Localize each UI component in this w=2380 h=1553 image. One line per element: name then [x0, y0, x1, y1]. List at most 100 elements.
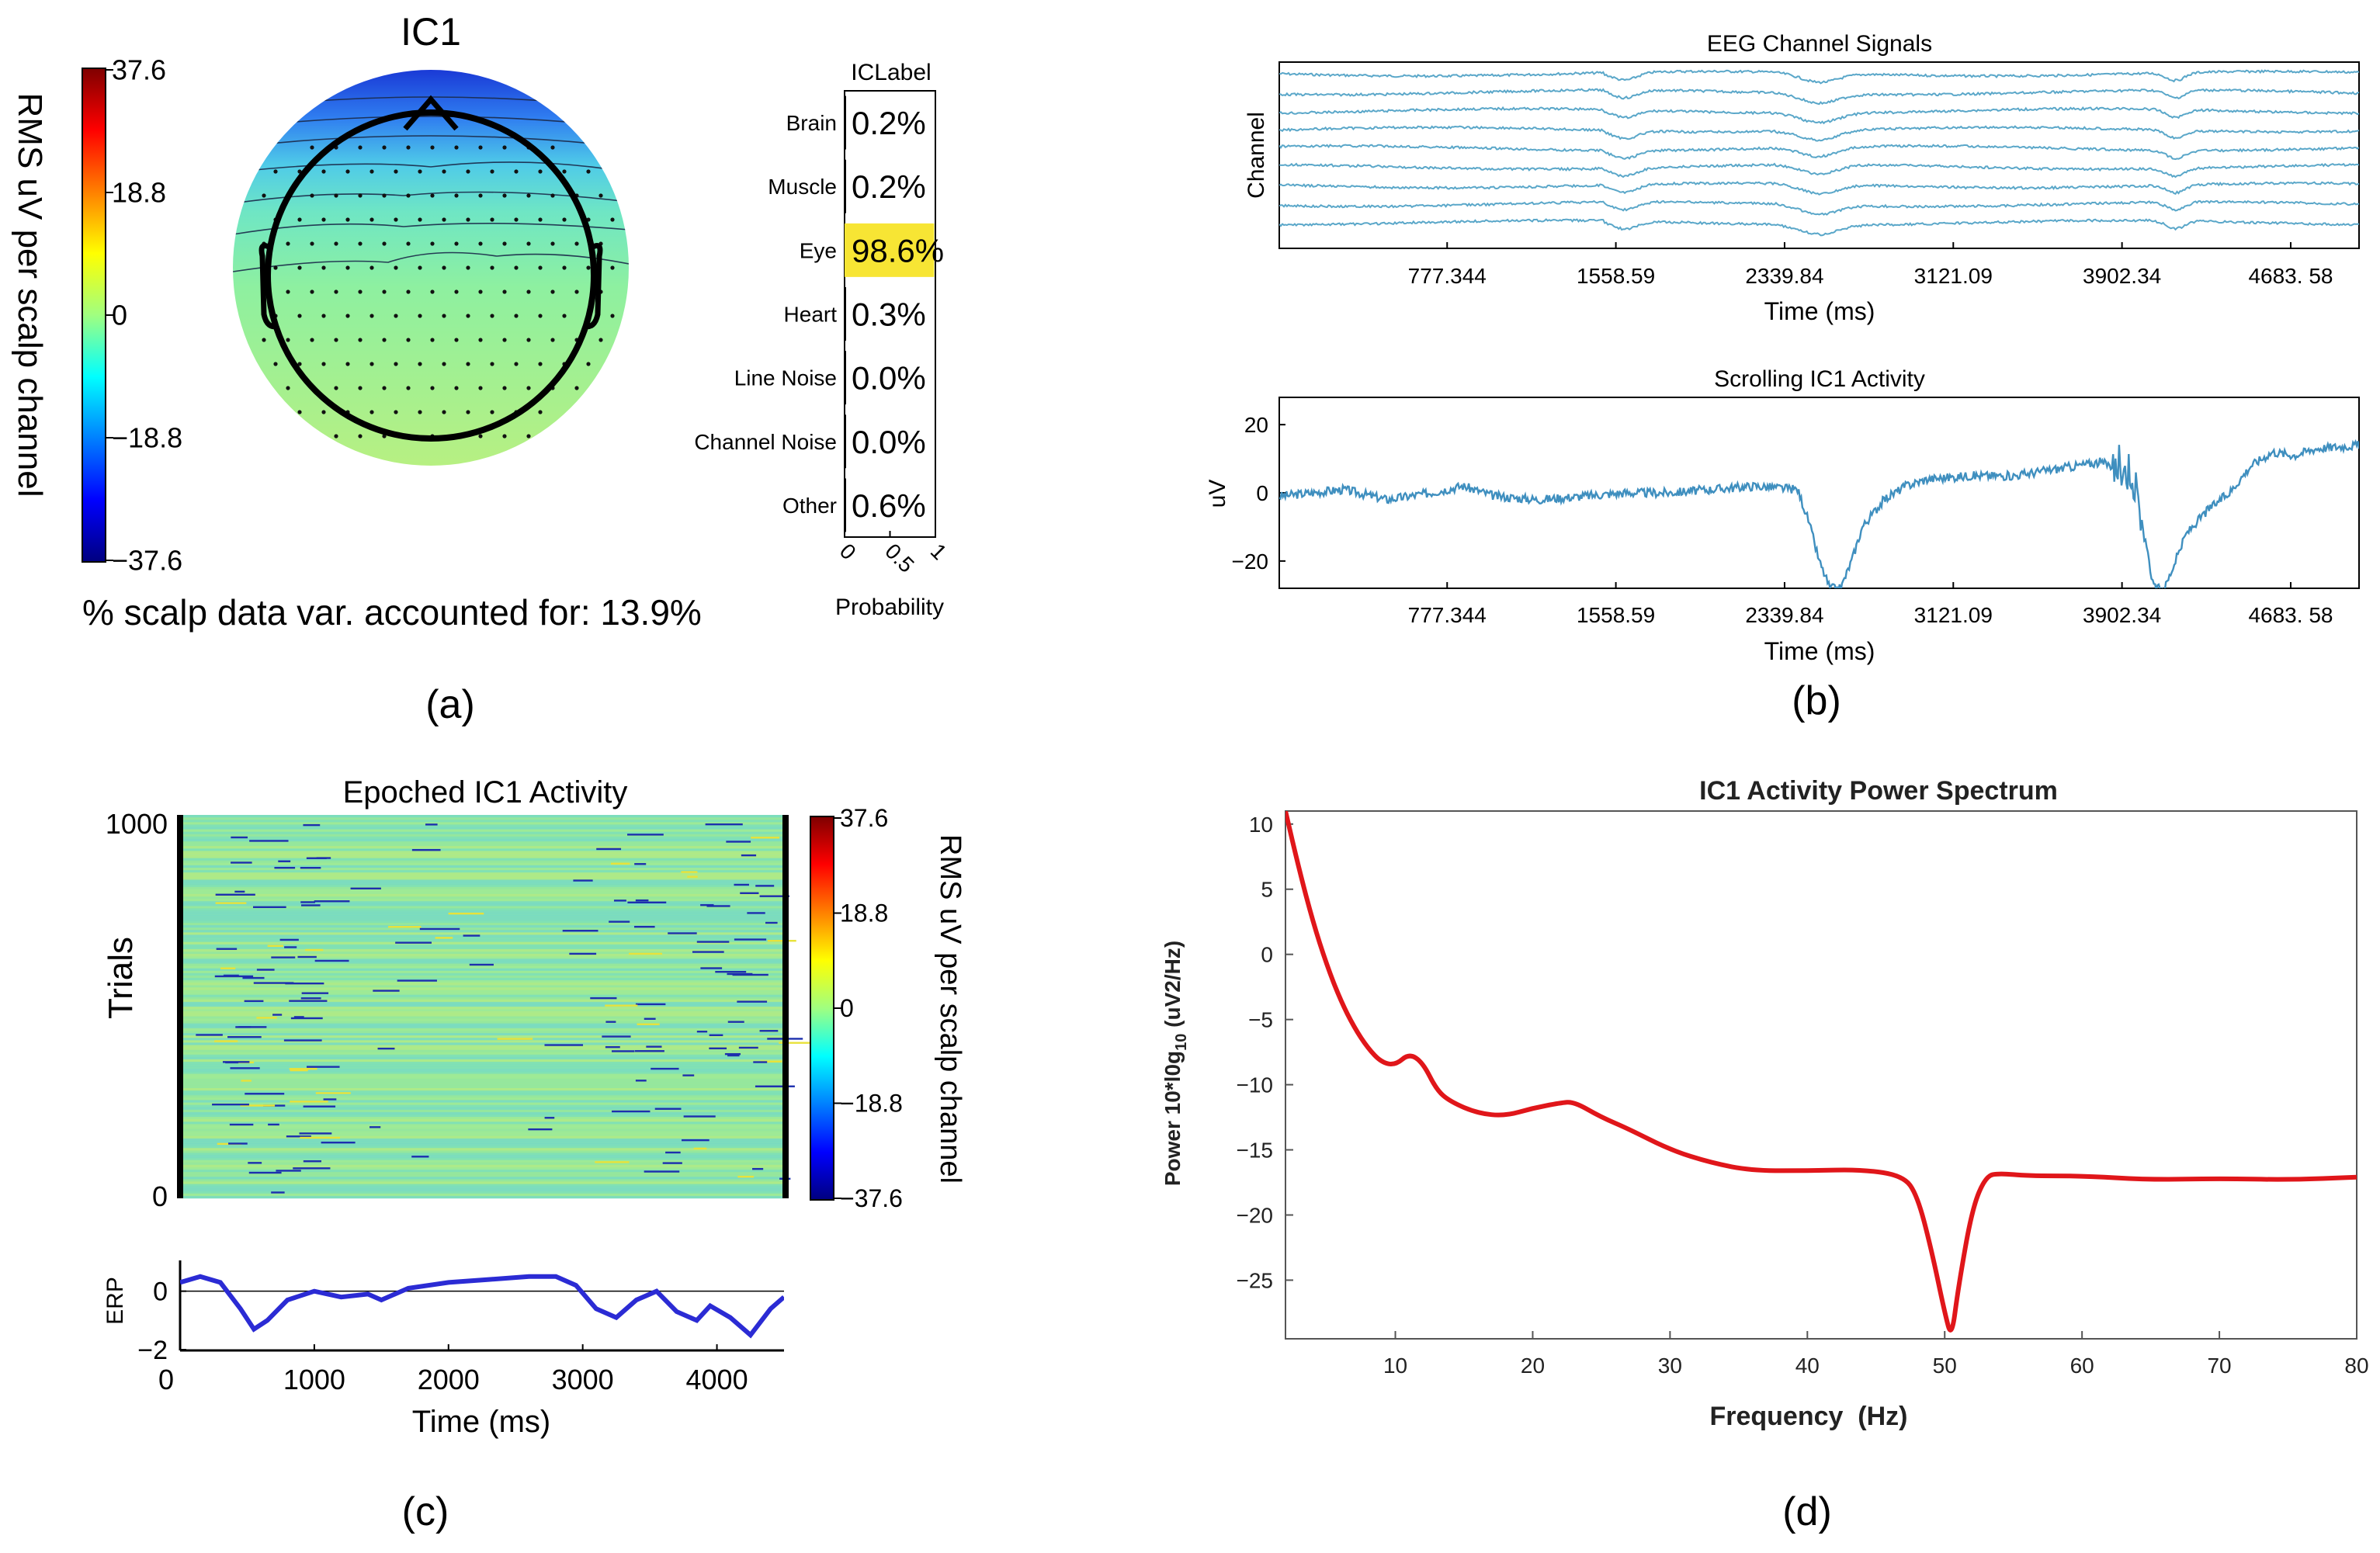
trial-band	[183, 961, 782, 964]
trial-band	[183, 980, 782, 983]
trial-band	[183, 956, 782, 959]
electrode-dot	[478, 386, 483, 390]
electrode-dot	[273, 362, 278, 366]
trial-streak	[256, 969, 275, 971]
electrode-dot	[345, 217, 350, 222]
electrode-dot	[574, 289, 579, 294]
electrode-dot	[466, 362, 470, 366]
trial-streak	[323, 1098, 337, 1101]
trial-band	[183, 1056, 782, 1060]
panel-label-c: (c)	[402, 1489, 449, 1534]
trial-streak	[215, 893, 255, 896]
trial-band	[183, 901, 782, 904]
trial-streak	[665, 1151, 681, 1154]
electrode-dot	[321, 265, 326, 270]
erpimage-colorbar	[810, 816, 834, 1201]
trial-band	[183, 1124, 782, 1127]
trial-streak	[256, 1017, 277, 1019]
electrode-dot	[418, 265, 422, 270]
trial-band	[183, 1059, 782, 1062]
trial-band	[183, 1030, 782, 1034]
trial-streak	[544, 1044, 584, 1046]
electrode-dot	[310, 289, 314, 294]
electrode-dot	[550, 145, 555, 150]
x-tick-label: 20	[1521, 1354, 1545, 1378]
trial-band	[183, 1107, 782, 1111]
trial-band	[183, 1047, 782, 1050]
electrode-dot	[310, 241, 314, 246]
electrode-dot	[502, 338, 507, 342]
trial-streak	[300, 997, 321, 1000]
trial-band	[183, 977, 782, 981]
trial-streak	[425, 823, 438, 826]
electrode-dot	[369, 169, 374, 174]
iclabel-category: Channel Noise	[694, 430, 837, 454]
trial-streak	[700, 903, 714, 906]
trial-band	[183, 1172, 782, 1175]
trial-streak	[316, 857, 331, 859]
electrode-dot	[369, 410, 374, 414]
trial-streak	[612, 1110, 651, 1113]
trial-band	[183, 1162, 782, 1166]
trial-streak	[448, 912, 484, 915]
trial-band	[183, 1177, 782, 1180]
x-tick-label: 50	[1933, 1354, 1957, 1378]
trial-streak	[227, 1035, 262, 1038]
trial-streak	[734, 883, 749, 886]
trial-streak	[397, 979, 437, 982]
electrode-dot	[586, 169, 591, 174]
trial-band	[183, 922, 782, 926]
trial-streak	[544, 1117, 555, 1119]
electrode-dot	[430, 241, 435, 246]
electrode-dot	[369, 362, 374, 366]
trial-band	[183, 1195, 782, 1199]
electrode-dot	[526, 241, 531, 246]
iclabel-category: Eye	[800, 238, 837, 262]
erpimage-title: Epoched IC1 Activity	[343, 775, 628, 809]
electrode-dot	[430, 193, 435, 198]
erpimage-colorbar-label: RMS uV per scalp channel	[934, 834, 966, 1184]
electrode-dot	[490, 314, 494, 318]
topo-caption: % scalp data var. accounted for: 13.9%	[82, 592, 702, 633]
trial-band	[183, 1128, 782, 1132]
trial-band	[183, 1148, 782, 1151]
electrode-dot	[442, 410, 446, 414]
trial-streak	[696, 1031, 708, 1033]
y-tick-label: 10	[1249, 813, 1273, 837]
trial-streak	[752, 1167, 764, 1170]
trial-streak	[411, 848, 441, 851]
trial-streak	[727, 1021, 744, 1023]
trial-band	[183, 1164, 782, 1168]
trial-streak	[662, 1162, 682, 1164]
electrode-dot	[562, 265, 567, 270]
trial-streak	[229, 1123, 254, 1126]
trial-band	[183, 1174, 782, 1177]
electrode-dot	[598, 193, 603, 198]
trial-streak	[267, 945, 284, 947]
eeg-channel-lines	[1279, 69, 2359, 237]
y-tick-label: −2	[137, 1336, 168, 1365]
trial-streak	[315, 1092, 351, 1094]
trial-band	[183, 886, 782, 890]
trial-band	[183, 1117, 782, 1120]
trial-streak	[241, 1080, 252, 1082]
electrode-dot	[490, 169, 494, 174]
electrode-dot	[369, 265, 374, 270]
electrode-dot	[369, 217, 374, 222]
trial-band	[183, 870, 782, 873]
electrode-dot	[538, 314, 543, 318]
electrode-dot	[310, 338, 314, 342]
electrode-dot	[550, 289, 555, 294]
panel-c: Epoched IC1 Activity 1000 0 Trials 37.6 18…	[102, 775, 966, 1534]
trial-band	[183, 1011, 782, 1014]
trial-streak	[314, 900, 350, 903]
electrode-dot	[406, 145, 411, 150]
trial-streak	[350, 887, 381, 889]
electrode-dot	[490, 217, 494, 222]
eeg-channel-line	[1279, 199, 2359, 216]
trial-streak	[738, 1046, 758, 1049]
trial-streak	[610, 862, 630, 865]
trial-band	[183, 925, 782, 928]
trial-band	[183, 1104, 782, 1108]
trial-band	[183, 1062, 782, 1065]
